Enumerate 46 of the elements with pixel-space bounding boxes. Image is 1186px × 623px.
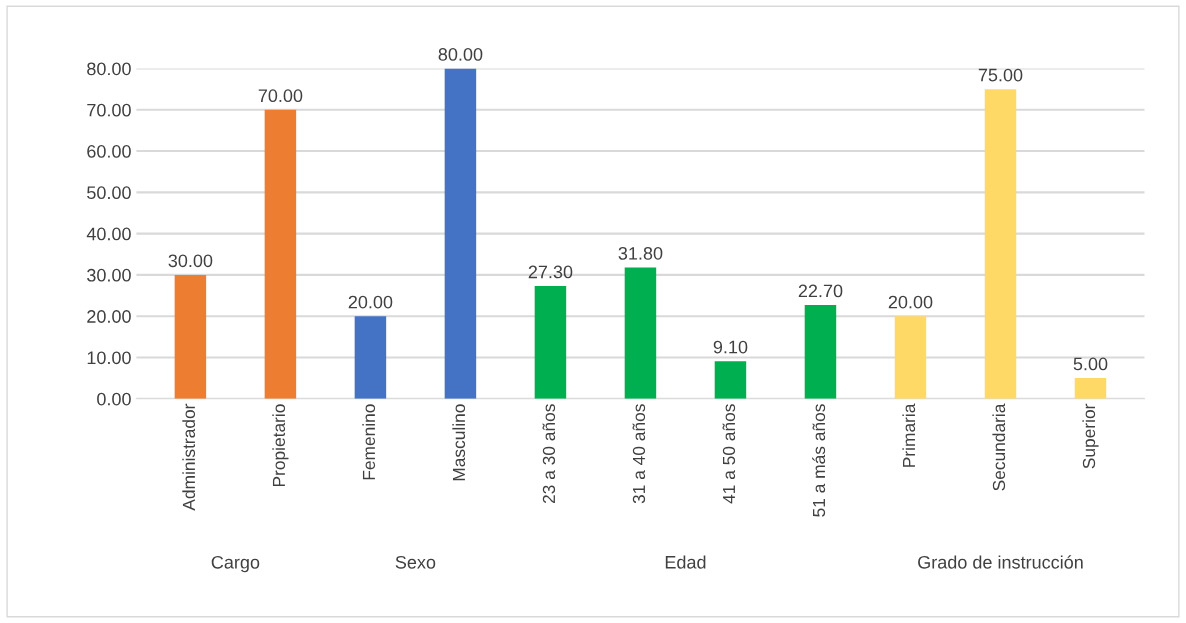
bar: [534, 286, 567, 399]
data-label: 22.70: [798, 284, 843, 298]
x-tick-label: 51 a más años: [812, 404, 826, 517]
x-tick-label: Superior: [1082, 403, 1099, 469]
data-label: 75.00: [978, 68, 1023, 82]
y-tick-label: 70.00: [87, 103, 131, 117]
y-tick-label: 60.00: [87, 145, 131, 158]
text: Sexo: [395, 555, 436, 569]
data-label: 9.10: [713, 340, 748, 354]
y-tick-label: 0.00: [97, 392, 131, 406]
x-tick-label: Primaria: [902, 403, 916, 467]
text: Edad: [665, 555, 706, 569]
x-tick-label: Propietario: [272, 404, 289, 487]
bar: [174, 274, 207, 399]
x-tick-label: 31 a 40 años: [632, 404, 646, 504]
data-label: 70.00: [258, 89, 303, 103]
data-label: 31.80: [618, 246, 663, 260]
y-tick-label: 80.00: [87, 62, 131, 76]
bar: [1074, 378, 1107, 399]
bar: [894, 316, 927, 399]
bar: [714, 361, 747, 399]
x-tick-label: 41 a 50 años: [722, 404, 736, 504]
x-tick-label: Administrador: [182, 403, 196, 511]
bar: [444, 68, 477, 399]
x-tick-label: Masculino: [452, 404, 466, 481]
data-label: 30.00: [168, 254, 213, 268]
y-tick-label: 50.00: [87, 186, 131, 200]
y-tick-label: 20.00: [87, 310, 131, 323]
data-label: 20.00: [348, 295, 393, 309]
bar: [264, 109, 297, 399]
data-label: 5.00: [1073, 357, 1108, 371]
bar: [624, 267, 657, 399]
data-label: 27.30: [528, 265, 573, 279]
data-label: 20.00: [888, 295, 933, 309]
bar: [354, 316, 387, 399]
y-tick-label: 30.00: [87, 268, 131, 282]
bar: [804, 305, 837, 399]
x-tick-label: 23 a 30 años: [542, 404, 556, 504]
text: Grado de instrucción: [918, 555, 1083, 569]
text: Cargo: [211, 555, 260, 573]
x-tick-label: Femenino: [362, 404, 376, 480]
y-tick-label: 40.00: [86, 227, 131, 241]
y-tick-label: 10.00: [87, 351, 131, 365]
data-label: 80.00: [438, 48, 483, 61]
x-tick-label: Secundaria: [992, 403, 1006, 491]
bar: [984, 89, 1017, 399]
